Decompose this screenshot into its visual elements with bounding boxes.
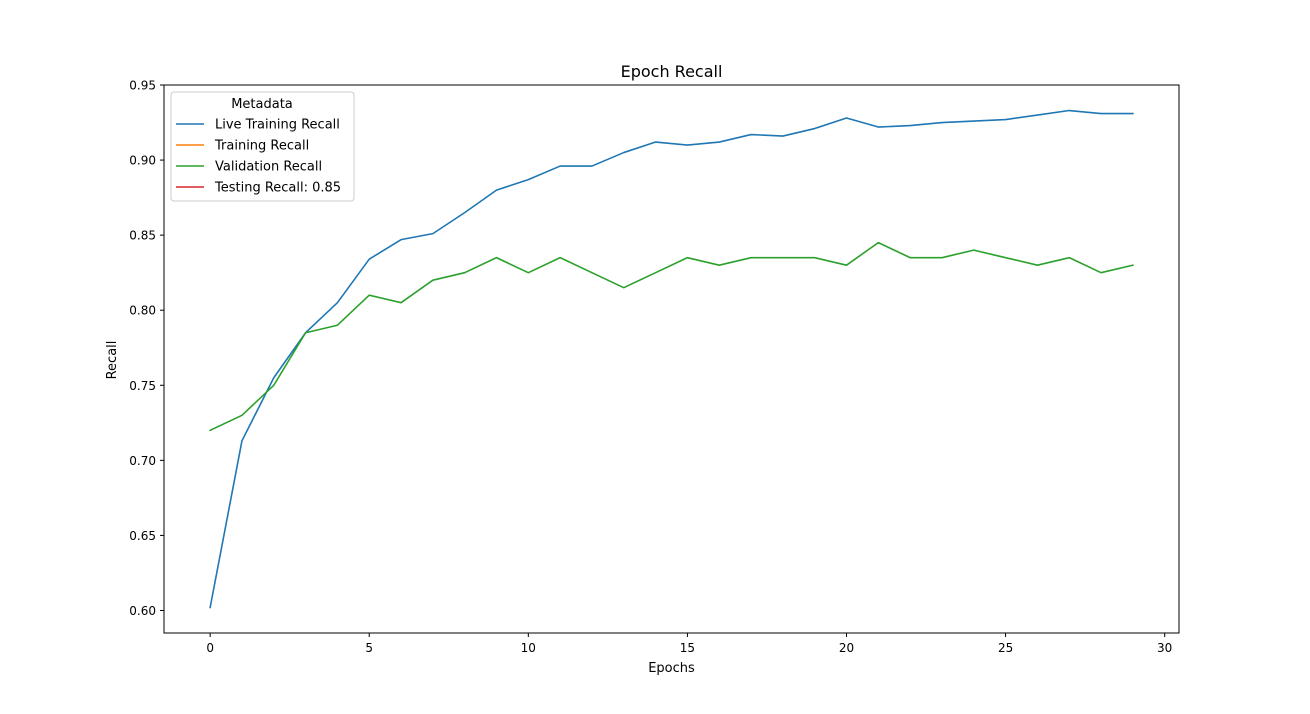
chart-title: Epoch Recall — [621, 62, 723, 81]
y-tick-label: 0.90 — [129, 154, 156, 168]
y-tick-label: 0.65 — [129, 529, 156, 543]
x-tick-label: 30 — [1157, 641, 1172, 655]
y-tick-label: 0.70 — [129, 454, 156, 468]
x-tick-label: 20 — [839, 641, 854, 655]
legend-title: Metadata — [231, 97, 293, 112]
legend-entry-label: Live Training Recall — [215, 118, 340, 133]
legend-entry-label: Validation Recall — [215, 160, 322, 175]
x-tick-label: 15 — [680, 641, 695, 655]
y-tick-label: 0.60 — [129, 604, 156, 618]
y-tick-label: 0.75 — [129, 379, 156, 393]
y-tick-label: 0.85 — [129, 229, 156, 243]
x-tick-label: 10 — [521, 641, 536, 655]
legend-entry-label: Training Recall — [214, 139, 309, 154]
y-tick-label: 0.95 — [129, 79, 156, 93]
x-tick-label: 0 — [206, 641, 214, 655]
series-line-live-training-recall — [209, 109, 1134, 609]
plot-frame — [163, 84, 1180, 634]
legend-entry-label: Testing Recall: 0.85 — [214, 181, 341, 196]
y-tick-label: 0.80 — [129, 304, 156, 318]
legend-box — [170, 91, 355, 202]
x-tick-label: 25 — [998, 641, 1013, 655]
x-tick-label: 5 — [365, 641, 373, 655]
series-line-validation-recall — [209, 241, 1134, 432]
y-axis-label: Recall — [105, 341, 120, 380]
x-axis-label: Epochs — [648, 661, 695, 676]
